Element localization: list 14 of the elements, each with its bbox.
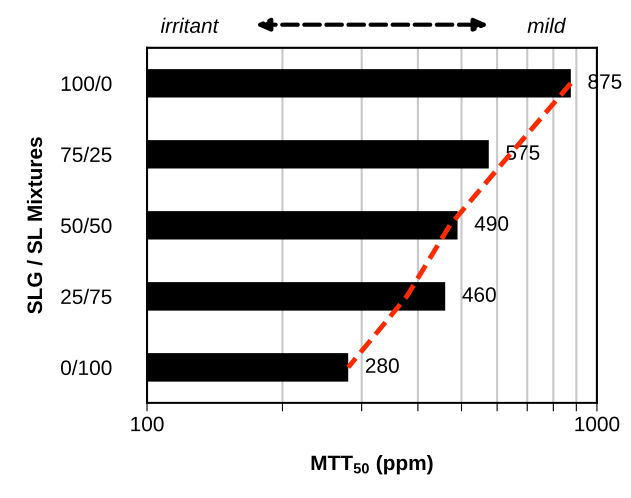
y-axis-title: SLG / SL Mixtures	[26, 137, 42, 314]
y-tick-label: 0/100	[60, 360, 112, 376]
text: mild	[528, 18, 566, 34]
y-tick-label: 100/0	[62, 76, 112, 92]
x-tick-label: 100	[131, 416, 164, 432]
y-tick-label: 25/75	[61, 288, 112, 304]
data-label: 490	[474, 216, 508, 231]
data-label: 280	[366, 358, 399, 373]
y-tick-label: 75/25	[61, 146, 112, 162]
data-label: 460	[462, 287, 496, 302]
x-tick-label: 1000	[575, 416, 620, 432]
y-tick-label: 50/50	[61, 218, 112, 234]
text: irritant	[160, 18, 220, 34]
x-axis-title: MTT$_{50}$ (ppm)	[312, 454, 433, 474]
